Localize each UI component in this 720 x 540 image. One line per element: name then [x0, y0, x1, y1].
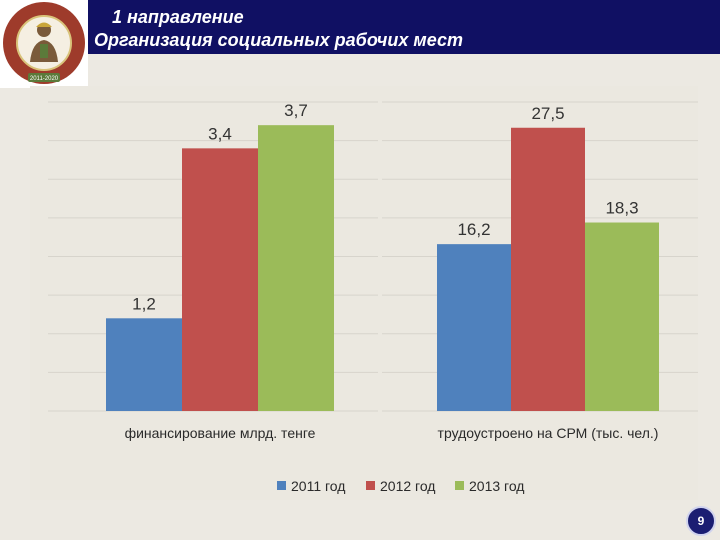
bar-2013-год: [258, 125, 334, 412]
legend-label-2013: 2013 год: [469, 478, 525, 494]
logo-emblem-icon: 2011-2020: [3, 2, 85, 84]
bar-2011-год: [106, 318, 182, 411]
legend-label-2011: 2011 год: [291, 478, 346, 494]
legend-item-2011: 2011 год: [277, 478, 345, 494]
bar-2013-год: [585, 222, 659, 411]
slide-title-line2: Организация социальных рабочих мест: [94, 30, 463, 50]
category-label: финансирование млрд. тенге: [125, 425, 316, 441]
data-label: 18,3: [605, 199, 638, 218]
chart-financing: 1,2 3,4 3,7 финансирование млрд. тенге: [48, 101, 378, 441]
legend-swatch-2011: [277, 481, 286, 490]
bar-2012-год: [182, 148, 258, 411]
page-number-badge: 9: [686, 506, 716, 536]
data-label: 3,7: [284, 101, 308, 120]
chart-legend: 2011 год 2012 год 2013 год: [0, 478, 720, 496]
legend-swatch-2012: [366, 481, 375, 490]
logo-years: 2011-2020: [30, 76, 59, 82]
title-bar: [88, 0, 720, 54]
program-logo: 2011-2020: [0, 0, 88, 88]
chart-employed: 16,2 27,5 18,3 трудоустроено на СРМ (тыс. ч…: [382, 101, 698, 441]
data-label: 1,2: [132, 294, 156, 313]
legend-item-2012: 2012 год: [366, 478, 435, 494]
bar-charts: 1,2 3,4 3,7 финансирование млрд. тенге 16,2…: [48, 101, 698, 441]
slide-title-line1: 1 направление: [112, 7, 244, 27]
data-label: 16,2: [457, 220, 490, 239]
chart-panel: 1,2 3,4 3,7 финансирование млрд. тенге 16,2…: [30, 86, 698, 500]
legend-item-2013: 2013 год: [455, 478, 524, 494]
legend-label-2012: 2012 год: [380, 478, 436, 494]
data-label: 27,5: [531, 104, 564, 123]
bar-2011-год: [437, 244, 511, 411]
data-label: 3,4: [208, 124, 232, 143]
slide-header: 2011-2020 1 направление Организация соци…: [0, 0, 720, 88]
category-label: трудоустроено на СРМ (тыс. чел.): [438, 425, 659, 441]
bar-2012-год: [511, 127, 585, 411]
legend-swatch-2013: [455, 481, 464, 490]
